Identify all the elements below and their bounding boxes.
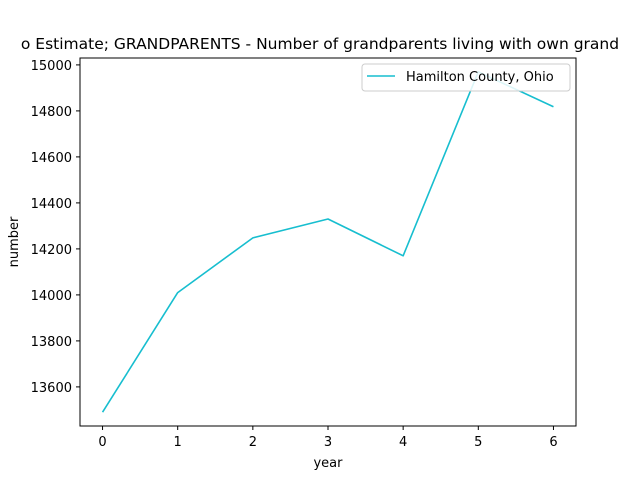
y-tick-label: 14800 (31, 105, 72, 120)
y-tick-label: 14400 (31, 197, 72, 212)
y-axis-label: number (7, 216, 22, 267)
x-tick-label: 3 (324, 435, 332, 450)
y-tick-label: 14000 (31, 289, 72, 304)
x-tick-label: 0 (98, 435, 106, 450)
x-axis: 0 1 2 3 4 5 6 (98, 426, 558, 450)
series-line-0 (101, 71, 554, 413)
x-tick-label: 5 (474, 435, 482, 450)
y-tick-label: 15000 (31, 59, 72, 74)
legend-label: Hamilton County, Ohio (406, 70, 554, 85)
series-layer (101, 71, 554, 413)
x-tick-label: 1 (174, 435, 182, 450)
x-tick-label: 6 (549, 435, 557, 450)
x-tick-label: 4 (399, 435, 407, 450)
y-tick-label: 14200 (31, 243, 72, 258)
chart-title: o Estimate; GRANDPARENTS - Number of gra… (21, 35, 619, 53)
plot-frame (79, 57, 577, 427)
legend: Hamilton County, Ohio (361, 63, 571, 92)
y-tick-label: 13600 (31, 381, 72, 396)
x-axis-label: year (313, 456, 343, 471)
y-tick-label: 14600 (31, 151, 72, 166)
y-axis: 13600 13800 14000 14200 14400 14600 14800 15000 (31, 59, 80, 396)
x-tick-label: 2 (249, 435, 257, 450)
y-tick-label: 13800 (31, 335, 72, 350)
legend-box (361, 63, 571, 92)
